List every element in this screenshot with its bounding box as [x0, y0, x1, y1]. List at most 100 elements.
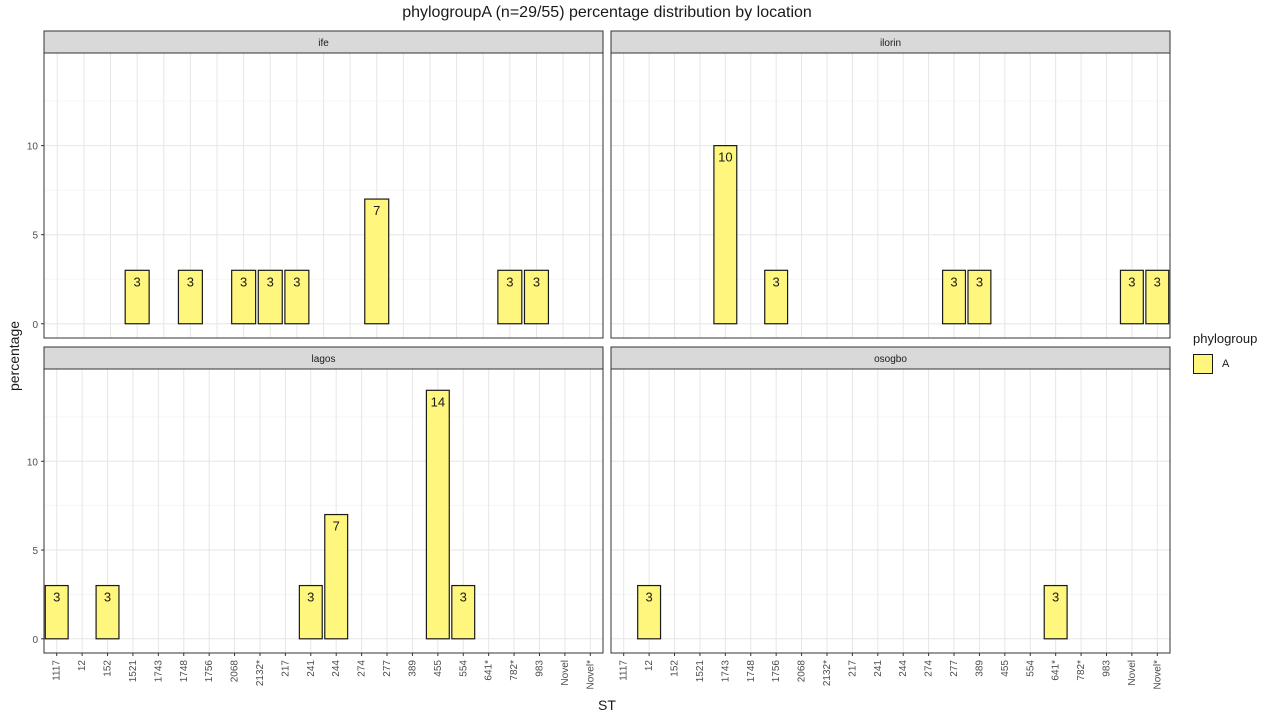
chart-title: phylogroupA (n=29/55) percentage distrib… — [402, 4, 812, 21]
legend-entry: A — [1193, 354, 1278, 374]
bar-ilorin-389 — [967, 269, 992, 325]
data-label: 3 — [240, 274, 247, 289]
bar-osogbo-12 — [637, 584, 662, 640]
x-tick-label: 277 — [949, 660, 960, 677]
x-tick-label: Novel — [560, 660, 571, 686]
x-tick-label: 274 — [357, 660, 368, 677]
x-tick-label: Novel* — [1152, 660, 1163, 690]
data-label: 3 — [773, 274, 780, 289]
y-tick-label: 5 — [32, 231, 38, 242]
bar-lagos-241 — [298, 584, 323, 640]
x-tick-label: 1748 — [179, 660, 190, 683]
y-tick-label: 10 — [27, 457, 39, 468]
x-tick-label: 455 — [1000, 660, 1011, 677]
facet-label-lagos: lagos — [312, 354, 336, 365]
bar-ife-274 — [364, 198, 390, 325]
facet-label-ilorin: ilorin — [880, 38, 901, 49]
x-tick-label: 2068 — [230, 660, 241, 683]
data-label: 3 — [1052, 590, 1059, 605]
data-label: 3 — [267, 274, 274, 289]
legend-swatch — [1193, 354, 1213, 374]
data-label: 14 — [431, 394, 445, 409]
legend: phylogroup A — [1193, 331, 1278, 374]
data-label: 3 — [645, 590, 652, 605]
bar-ife-2068 — [231, 269, 257, 325]
x-tick-label: 2132* — [822, 660, 833, 686]
data-label: 3 — [53, 590, 60, 605]
x-tick-label: 1756 — [204, 660, 215, 683]
bar-ife-2132* — [257, 269, 283, 325]
x-tick-label: 1521 — [695, 660, 706, 683]
data-label: 3 — [307, 590, 314, 605]
data-label: 3 — [460, 590, 467, 605]
y-tick-label: 0 — [32, 320, 38, 331]
bar-lagos-244 — [324, 513, 349, 640]
x-tick-label: 641* — [1051, 660, 1062, 681]
bar-ife-217 — [284, 269, 310, 325]
x-tick-label: 241 — [306, 660, 317, 677]
facet-label-osogbo: osogbo — [874, 354, 907, 365]
bar-ife-1748 — [177, 269, 203, 325]
panel-ilorin — [611, 53, 1170, 338]
plot-area: ife 3 3 3 3 3 7 3 3 0 5 10 ilorin 10 3 3 3 3 3 lagos 3 3 3 7 14 3… — [27, 30, 1171, 690]
x-tick-label: 217 — [280, 660, 291, 677]
bar-lagos-1117 — [44, 584, 69, 640]
x-axis-label: ST — [598, 697, 616, 713]
data-label: 7 — [373, 203, 380, 218]
x-tick-label: 244 — [331, 660, 342, 677]
bar-ilorin-277 — [941, 269, 967, 325]
x-tick-label: 12 — [644, 660, 655, 672]
x-tick-label: 152 — [103, 660, 114, 677]
x-tick-label: 554 — [458, 660, 469, 677]
x-tick-label: 2068 — [797, 660, 808, 683]
x-tick-label: 152 — [670, 660, 681, 677]
bar-osogbo-641* — [1043, 584, 1068, 640]
y-tick-label: 0 — [32, 635, 38, 646]
x-tick-label: 12 — [77, 660, 88, 672]
x-tick-label: 1743 — [153, 660, 164, 683]
x-tick-label: 1117 — [52, 660, 63, 681]
x-tick-label: 277 — [382, 660, 393, 677]
x-tick-label: 983 — [534, 660, 545, 677]
x-tick-label: 389 — [974, 660, 985, 677]
x-tick-label: 782* — [1076, 660, 1087, 681]
bar-ife-983 — [523, 269, 550, 325]
data-label: 10 — [718, 150, 732, 165]
data-label: 3 — [293, 274, 300, 289]
data-label: 3 — [1154, 274, 1161, 289]
data-label: 3 — [1128, 274, 1135, 289]
bar-ife-1521 — [124, 269, 150, 325]
x-tick-label: 244 — [898, 660, 909, 677]
panel-osogbo — [611, 369, 1170, 653]
bar-ilorin-1743 — [713, 145, 738, 325]
x-tick-label: Novel — [1127, 660, 1138, 686]
data-label: 3 — [104, 590, 111, 605]
data-label: 3 — [187, 274, 194, 289]
x-tick-label: 455 — [433, 660, 444, 677]
data-label: 3 — [950, 274, 957, 289]
bar-ife-782* — [497, 269, 523, 325]
x-tick-label: 782* — [509, 660, 520, 681]
data-label: 3 — [533, 274, 540, 289]
x-tick-label: 241 — [873, 660, 884, 677]
x-tick-label: 554 — [1025, 660, 1036, 677]
y-tick-label: 5 — [32, 546, 38, 557]
bar-ilorin-1756 — [764, 269, 789, 325]
y-tick-label: 10 — [27, 142, 39, 153]
data-label: 3 — [976, 274, 983, 289]
x-tick-label: 1521 — [128, 660, 139, 683]
panel-border — [43, 52, 604, 339]
data-label: 3 — [134, 274, 141, 289]
x-tick-label: 1117 — [619, 660, 630, 681]
legend-label: A — [1222, 358, 1230, 370]
y-axis-label: percentage — [6, 320, 22, 392]
x-tick-label: Novel* — [585, 660, 596, 690]
x-tick-label: 2132* — [255, 660, 266, 686]
panel-border — [610, 52, 1171, 339]
panel-border — [610, 368, 1171, 654]
bar-lagos-152 — [95, 584, 120, 640]
panel-lagos — [44, 369, 603, 653]
x-tick-label: 641* — [484, 660, 495, 681]
x-tick-label: 274 — [924, 660, 935, 677]
